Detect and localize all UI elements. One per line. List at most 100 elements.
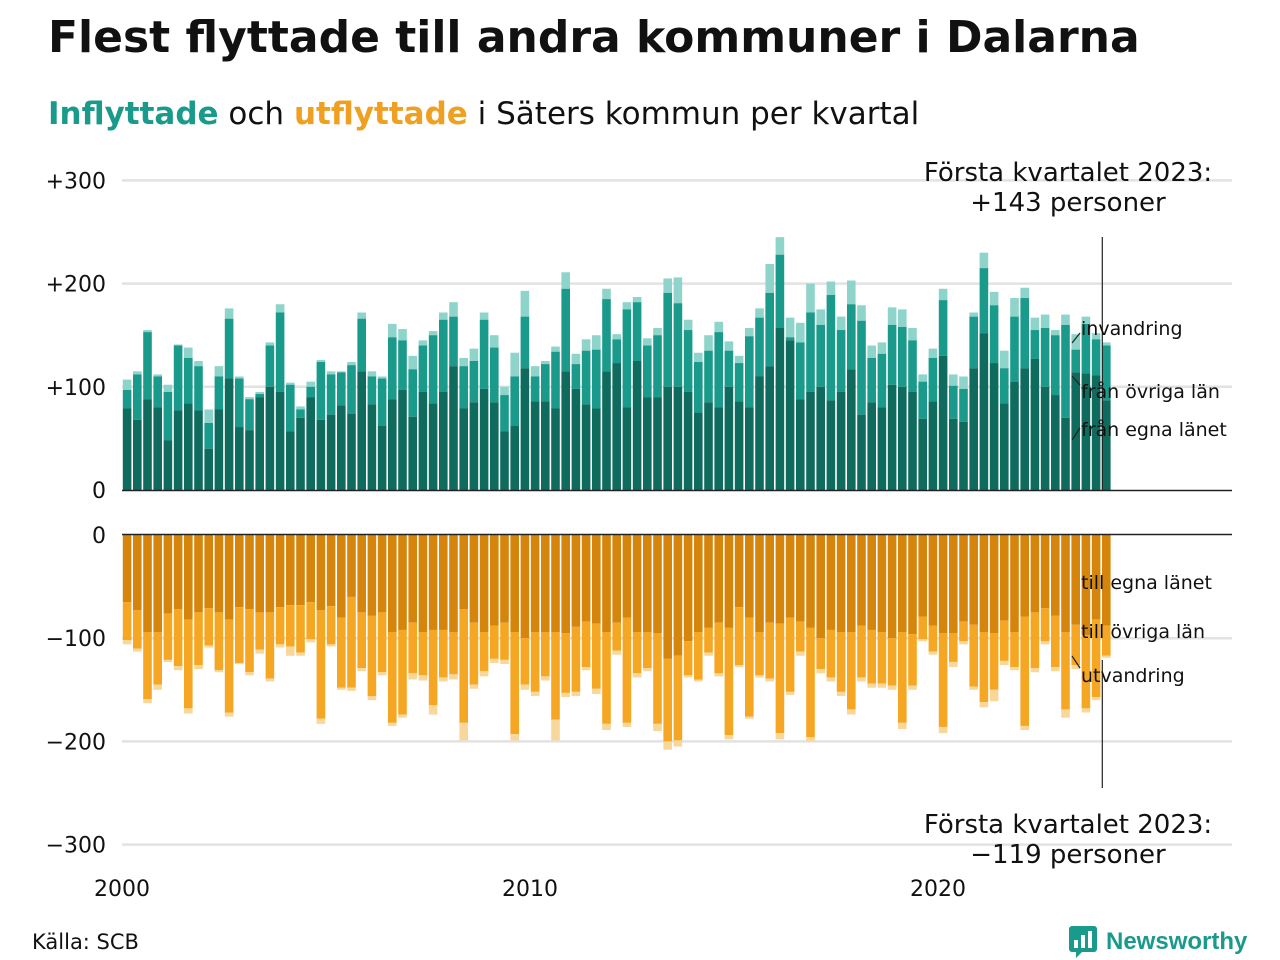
bar-out-utvandring <box>938 726 948 734</box>
bar-out-utvandring <box>275 644 285 648</box>
bar-out-utvandring <box>1020 725 1029 731</box>
series-labels: invandring från övriga län från egna länet… <box>1071 318 1227 687</box>
bar-in-ovriga <box>1020 298 1029 369</box>
bar-out-egna <box>949 535 958 634</box>
bar-out-ovriga <box>551 632 560 720</box>
bar-out-ovriga <box>908 634 917 686</box>
brand-name: Newsworthy <box>1106 928 1248 955</box>
leader-out_utvandring <box>1071 655 1081 669</box>
bar-in-invandring <box>245 397 254 400</box>
bar-in-egna <box>826 400 836 490</box>
bar-in-ovriga <box>796 342 805 400</box>
bar-out-utvandring <box>459 722 468 741</box>
bar-in-invandring <box>1000 350 1009 369</box>
bar-in-invandring <box>714 321 723 333</box>
bar-out-utvandring <box>918 639 927 642</box>
annotation-bottom-line2: −119 personer <box>970 840 1166 870</box>
bar-out-utvandring <box>643 668 652 672</box>
bar-in-egna <box>785 340 795 490</box>
bar-in-egna <box>510 426 519 490</box>
bar-in-egna <box>388 399 397 490</box>
bar-out-utvandring <box>673 740 683 747</box>
bar-in-ovriga <box>1030 330 1040 359</box>
bar-in-ovriga <box>1040 327 1050 387</box>
bar-in-ovriga <box>989 305 999 364</box>
bar-out-utvandring <box>1061 709 1070 718</box>
subtitle-rest: i Säters kommun per kvartal <box>467 96 920 132</box>
bar-in-invandring <box>1102 342 1111 346</box>
bar-out-ovriga <box>388 632 397 723</box>
bar-out-egna <box>673 535 683 656</box>
bar-in-ovriga <box>673 303 683 387</box>
bar-out-egna <box>745 535 754 618</box>
bar-in-egna <box>653 397 662 490</box>
bar-out-egna <box>367 535 377 616</box>
bar-out-egna <box>163 535 173 614</box>
bar-in-invandring <box>969 312 978 317</box>
bar-out-ovriga <box>714 622 723 674</box>
bar-in-invandring <box>439 312 448 320</box>
bar-out-ovriga <box>581 621 591 668</box>
bar-in-egna <box>184 403 193 490</box>
bar-in-ovriga <box>949 385 958 419</box>
bar-out-egna <box>551 535 560 633</box>
bar-out-utvandring <box>204 645 213 648</box>
bar-in-ovriga <box>745 336 754 408</box>
bar-out-ovriga <box>418 632 428 676</box>
bar-in-egna <box>602 371 611 490</box>
bar-in-invandring <box>928 348 938 358</box>
bar-in-invandring <box>949 374 958 386</box>
bar-in-ovriga <box>469 361 479 403</box>
bar-out-egna <box>592 535 601 624</box>
bar-in-ovriga <box>816 324 825 387</box>
bar-in-ovriga <box>428 335 438 404</box>
bar-in-invandring <box>214 366 224 377</box>
bar-out-ovriga <box>724 627 734 736</box>
bar-out-ovriga <box>367 615 377 696</box>
bar-in-egna <box>796 399 805 490</box>
bar-in-egna <box>643 397 652 490</box>
bar-out-utvandring <box>133 648 142 652</box>
bar-out-ovriga <box>1010 632 1019 668</box>
bar-in-egna <box>469 402 479 490</box>
bar-out-egna <box>316 535 326 611</box>
bar-out-egna <box>388 535 397 633</box>
leader-in_egna <box>1071 427 1081 441</box>
bar-out-utvandring <box>704 652 713 656</box>
bar-in-egna <box>163 440 173 490</box>
bar-out-ovriga <box>969 624 978 687</box>
bar-in-ovriga <box>826 294 836 401</box>
bar-in-invandring <box>887 307 897 325</box>
bar-out-egna <box>428 535 438 630</box>
bar-out-egna <box>847 535 856 633</box>
bar-in-egna <box>938 355 948 490</box>
bar-out-ovriga <box>163 613 173 660</box>
bar-in-ovriga <box>1081 323 1091 374</box>
bar-out-utvandring <box>755 675 764 678</box>
bar-in-egna <box>694 412 703 490</box>
bar-out-ovriga <box>530 632 540 692</box>
bar-in-invandring <box>1071 334 1080 350</box>
bar-out-ovriga <box>867 629 876 684</box>
bar-in-invandring <box>255 391 264 395</box>
bar-in-egna <box>194 410 203 490</box>
bar-out-utvandring <box>806 737 815 742</box>
bar-out-egna <box>918 535 927 617</box>
bar-out-ovriga <box>959 621 968 642</box>
bar-in-invandring <box>133 371 142 375</box>
bar-out-egna <box>306 535 315 603</box>
bar-in-ovriga <box>683 330 693 392</box>
bar-out-egna <box>694 535 703 633</box>
bar-out-egna <box>796 535 805 622</box>
bar-in-ovriga <box>938 300 948 356</box>
bar-out-egna <box>143 535 152 633</box>
series-label-out-egna: till egna länet <box>1081 572 1212 594</box>
bar-out-egna <box>224 535 234 620</box>
bar-in-egna <box>377 426 387 490</box>
bar-in-invandring <box>765 263 774 293</box>
bar-out-egna <box>561 535 570 634</box>
bar-in-egna <box>592 408 601 490</box>
bar-in-egna <box>541 401 550 490</box>
bar-out-utvandring <box>1010 667 1019 671</box>
bar-in-egna <box>347 413 356 490</box>
